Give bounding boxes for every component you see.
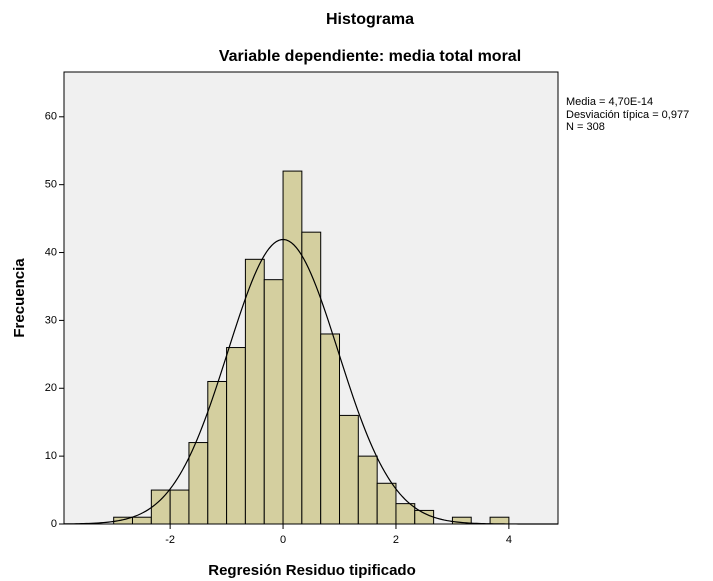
bar — [169, 489, 190, 525]
bar — [357, 455, 378, 525]
x-tick-label: 0 — [280, 534, 286, 546]
stat-mean: Media = 4,70E-14 — [566, 96, 653, 108]
bar — [188, 442, 209, 525]
bar — [131, 516, 152, 525]
bar — [150, 489, 171, 525]
bar — [226, 347, 246, 525]
y-tick-label: 10 — [45, 450, 57, 462]
y-tick-label: 30 — [45, 314, 57, 326]
bar — [263, 279, 284, 525]
y-tick-label: 40 — [45, 246, 57, 258]
y-tick-label: 20 — [45, 382, 57, 394]
bar — [339, 414, 359, 525]
x-tick-label: -2 — [165, 534, 175, 546]
bar — [489, 516, 510, 525]
y-tick-label: 60 — [45, 111, 57, 123]
bar — [244, 258, 265, 525]
x-tick-label: 2 — [393, 534, 399, 546]
bar — [376, 482, 397, 525]
x-tick-label: 4 — [506, 534, 512, 546]
y-axis-title: Frecuencia — [11, 258, 28, 338]
y-tick-label: 50 — [45, 179, 57, 191]
chart-subtitle: Variable dependiente: media total moral — [219, 48, 521, 65]
y-tick-label: 0 — [51, 518, 57, 530]
bar — [320, 333, 341, 525]
normal-curve — [63, 238, 558, 525]
bar — [414, 509, 435, 525]
x-axis-title: Regresión Residuo tipificado — [208, 562, 416, 579]
bar — [451, 516, 472, 525]
stat-sd: Desviación típica = 0,977 — [566, 109, 689, 121]
chart-title: Histograma — [326, 11, 414, 28]
bar — [282, 170, 303, 525]
bar — [395, 503, 416, 525]
stat-n: N = 308 — [566, 121, 605, 133]
